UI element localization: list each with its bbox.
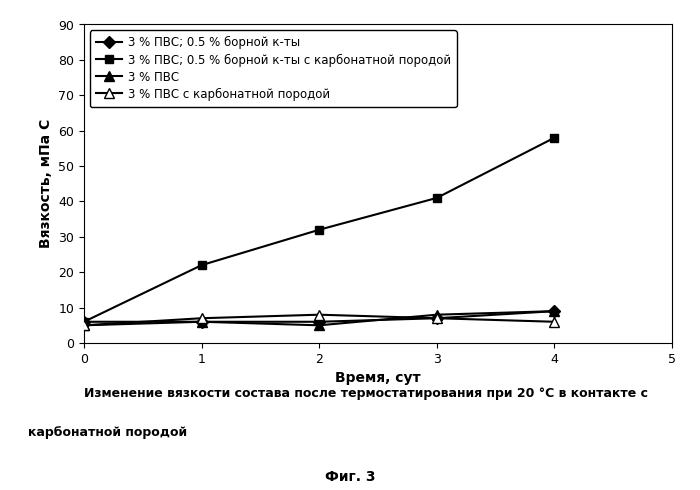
Text: Изменение вязкости состава после термостатирования при 20 °C в контакте с: Изменение вязкости состава после термост… <box>84 387 648 400</box>
Legend: 3 % ПВС; 0.5 % борной к-ты, 3 % ПВС; 0.5 % борной к-ты с карбонатной породой, 3 : 3 % ПВС; 0.5 % борной к-ты, 3 % ПВС; 0.5… <box>90 30 456 107</box>
Y-axis label: Вязкость, мПа С: Вязкость, мПа С <box>38 119 52 248</box>
X-axis label: Время, сут: Время, сут <box>335 371 421 385</box>
Text: карбонатной породой: карбонатной породой <box>28 426 187 440</box>
Text: Фиг. 3: Фиг. 3 <box>325 470 375 485</box>
